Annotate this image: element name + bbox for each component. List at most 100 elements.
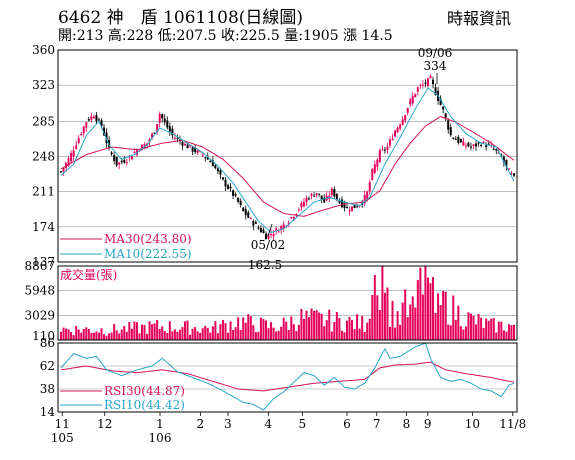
volume-bar [452,295,455,340]
x-month-label: 10 [465,417,480,431]
candle-body [140,144,143,151]
volume-bar [282,317,285,340]
volume-bar [60,331,62,340]
candle-body [404,115,407,121]
x-month-label: 9 [424,417,432,431]
volume-bar [302,318,305,340]
candle-body [267,234,270,239]
volume-bar [500,321,503,340]
volume-bar [130,328,133,340]
volume-bar [434,312,437,340]
volume-bar [391,300,394,340]
volume-bar [90,332,93,340]
volume-bar [378,310,381,340]
candle-body [411,96,414,104]
ma30-line [60,115,515,217]
candle-body [406,108,409,113]
candle-body [510,173,513,175]
candle-body [323,197,326,203]
candle-body [130,156,133,160]
candle-body [239,200,242,206]
volume-bar [254,332,257,340]
volume-bar [125,331,128,340]
candle-body [467,142,470,147]
volume-bar [383,292,386,340]
volume-bar [214,321,217,340]
candle-body [449,127,452,136]
candle-body [368,182,371,192]
candle-body [396,127,399,133]
candle-body [290,217,293,219]
volume-bar [143,324,146,340]
candle-body [95,115,98,122]
candle-body [87,119,90,121]
grid-lines [58,49,517,413]
candle-body [487,143,490,145]
candle-body [444,113,447,119]
volume-bar [267,328,270,340]
volume-bar [447,324,450,340]
candle-body [419,85,422,87]
x-month-label: 7 [373,417,381,431]
candle-body [434,87,437,96]
volume-bar [290,316,293,340]
candle-body [495,149,498,151]
peak-date-label: 09/06 [418,46,453,60]
volume-bar [472,315,475,340]
candle-body [75,145,78,149]
candle-body [282,224,285,229]
candle-body [232,190,235,196]
volume-bar [110,332,113,340]
volume-bar [280,326,283,340]
volume-bar [318,312,321,340]
candle-body [485,145,488,148]
volume-bar [305,310,308,340]
volume-bar [181,327,184,340]
volume-bar [232,330,235,340]
candle-body [348,210,351,212]
candle-body [234,193,237,196]
volume-bar [330,331,333,340]
candle-body [158,114,161,123]
volume-bar [199,332,202,340]
volume-bar [173,329,176,340]
volume-bar [315,310,318,340]
price-tick-label: 137 [32,255,55,269]
volume-bar [196,331,199,340]
volume-bar [171,331,174,340]
candle-body [184,143,187,146]
candle-body [426,78,429,87]
candle-body [125,162,128,164]
volume-bar [201,328,204,340]
volume-bar [72,335,75,340]
candle-body [381,148,384,150]
volume-bar [335,312,338,340]
candle-body [477,142,480,144]
candle-body [308,198,311,200]
candle-body [452,137,455,139]
volume-bar [128,322,131,340]
candle-body [388,139,391,146]
candle-body [82,126,85,134]
volume-bar [338,318,341,340]
volume-bar [123,326,126,340]
volume-tick-label: 3029 [24,308,55,322]
candle-body [72,150,75,157]
candle-body [383,149,386,151]
volume-bar [325,320,328,340]
volume-bar [495,332,498,340]
volume-bar [313,310,316,340]
volume-bar [262,319,265,340]
candle-body [480,145,483,147]
volume-bar [186,320,189,340]
volume-bar [300,308,303,340]
volume-bar [252,325,255,340]
candle-body [333,189,336,197]
volume-bar [148,321,151,340]
candle-body [280,226,283,230]
price-tick-label: 248 [32,149,55,163]
volume-bar [376,295,379,340]
candle-body [216,168,219,172]
volume-bar [432,277,435,340]
